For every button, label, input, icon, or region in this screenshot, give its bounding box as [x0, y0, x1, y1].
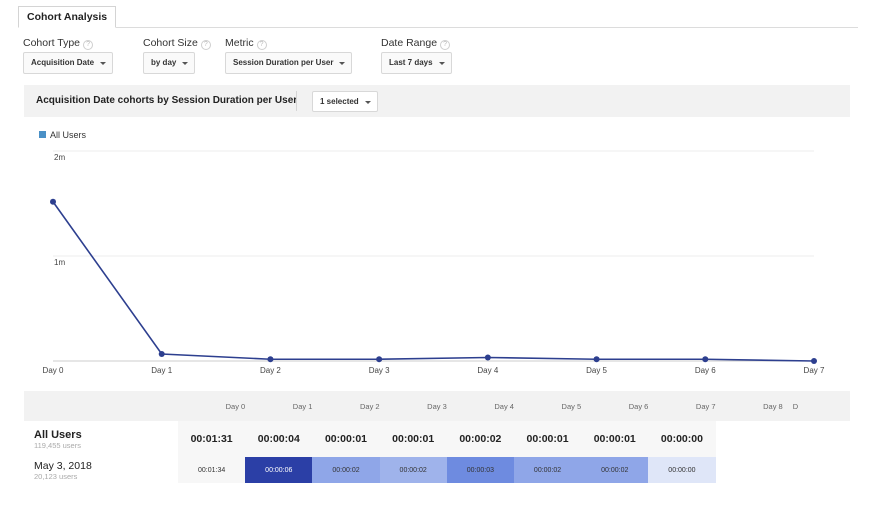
legend-label: All Users — [50, 130, 87, 140]
data-point — [702, 356, 709, 363]
row-name: May 3, 2018 — [34, 459, 92, 472]
table-cell: 00:00:01 — [513, 421, 582, 457]
date-range-label: Date Range? — [381, 36, 451, 50]
table-cell: 00:00:04 — [245, 421, 313, 457]
x-tick-label: Day 2 — [260, 366, 281, 375]
column-header: Day 4 — [446, 391, 514, 421]
table-cell: 00:00:01 — [312, 421, 380, 457]
table-cell: 00:00:00 — [648, 421, 716, 457]
chart-panel: Acquisition Date cohorts by Session Dura… — [24, 85, 850, 381]
metric-dropdown[interactable]: Session Duration per User — [225, 52, 353, 74]
help-icon[interactable]: ? — [256, 40, 267, 50]
table-header-row: Day 0 Day 1 Day 2 Day 3 Day 4 Day 5 Day 6 Day 7… — [24, 391, 850, 421]
table-cell: 00:01:34 — [178, 457, 246, 483]
tab-bar: Cohort Analysis — [18, 6, 858, 28]
x-tick-label: Day 4 — [477, 366, 498, 375]
panel-header: Acquisition Date cohorts by Session Dura… — [24, 85, 850, 117]
data-point — [593, 356, 600, 363]
row-name: All Users — [34, 428, 82, 441]
column-header: Day 5 — [513, 391, 582, 421]
panel-title: Acquisition Date cohorts by Session Dura… — [36, 95, 298, 106]
data-point — [811, 358, 817, 364]
x-tick-label: Day 7 — [804, 366, 825, 375]
table-cell: 00:00:03 — [446, 457, 514, 483]
table-cell: 00:00:02 — [446, 421, 514, 457]
table-row[interactable]: May 3, 2018 20,123 users 00:01:34 00:00:0… — [24, 457, 850, 483]
table-cell: 00:00:01 — [581, 421, 649, 457]
table-row[interactable]: All Users 119,455 users 00:01:31 00:00:04… — [24, 421, 850, 457]
header-corner — [24, 391, 179, 421]
line-chart: 1m 2m Day 0 Day 1 Day 2 Day 3 Day 4 Day 5 Day 6 D… — [43, 150, 825, 375]
column-header: Day 7 — [648, 391, 716, 421]
chevron-down-icon — [438, 62, 445, 65]
cohort-type-label: Cohort Type? — [23, 36, 94, 50]
date-range-dropdown[interactable]: Last 7 days — [381, 52, 452, 74]
cohort-type-control: Cohort Type? Acquisition Date — [23, 36, 114, 74]
x-tick-label: Day 5 — [586, 366, 607, 375]
table-cell: 00:00:00 — [648, 457, 716, 483]
y-tick-label: 2m — [54, 153, 65, 162]
table-cell — [715, 421, 783, 457]
x-tick-label: Day 0 — [43, 366, 64, 375]
cohort-size-label: Cohort Size? — [143, 36, 211, 50]
y-tick-label: 1m — [54, 258, 65, 267]
column-header: Day 6 — [581, 391, 649, 421]
row-label: May 3, 2018 20,123 users — [24, 457, 178, 483]
data-point — [158, 351, 165, 357]
table-cell: 00:00:02 — [312, 457, 380, 483]
x-tick-label: Day 6 — [695, 366, 716, 375]
tab-cohort-analysis[interactable]: Cohort Analysis — [18, 6, 117, 28]
table-cell: 00:00:02 — [379, 457, 447, 483]
cohort-selector-dropdown[interactable]: 1 selected — [312, 91, 378, 112]
date-range-control: Date Range? Last 7 days — [381, 36, 452, 74]
x-tick-label: Day 1 — [151, 366, 172, 375]
column-header: Day 3 — [379, 391, 447, 421]
table-cell: 00:00:02 — [581, 457, 649, 483]
data-point — [50, 198, 56, 205]
series-line — [52, 201, 815, 362]
chevron-down-icon — [182, 62, 189, 65]
help-icon[interactable]: ? — [200, 40, 211, 50]
table-cell: 00:01:31 — [178, 421, 246, 457]
cohort-size-control: Cohort Size? by day — [143, 36, 211, 74]
row-label: All Users 119,455 users — [24, 421, 178, 457]
column-header: Day 8 — [715, 391, 783, 421]
cohort-size-dropdown[interactable]: by day — [143, 52, 196, 74]
data-point — [376, 356, 383, 363]
legend-swatch — [39, 131, 46, 138]
metric-control: Metric? Session Duration per User — [225, 36, 353, 74]
table-cell — [782, 457, 850, 483]
help-icon[interactable]: ? — [440, 40, 451, 50]
table-cell — [782, 421, 850, 457]
table-cell: 00:00:06 — [245, 457, 313, 483]
column-header: Day 0 — [178, 391, 246, 421]
chevron-down-icon — [364, 101, 371, 104]
data-point — [484, 354, 491, 361]
chart-legend: All Users — [39, 129, 86, 141]
help-icon[interactable]: ? — [83, 40, 94, 50]
cohort-type-dropdown[interactable]: Acquisition Date — [23, 52, 114, 74]
column-header: Day 2 — [312, 391, 380, 421]
column-header: D — [782, 391, 850, 421]
metric-label: Metric? — [225, 36, 267, 50]
cohort-table: Day 0 Day 1 Day 2 Day 3 Day 4 Day 5 Day 6 Day 7… — [24, 391, 850, 483]
table-cell — [715, 457, 783, 483]
divider — [296, 91, 297, 111]
chevron-down-icon — [100, 62, 107, 65]
chevron-down-icon — [339, 62, 346, 65]
table-cell: 00:00:01 — [379, 421, 447, 457]
row-users: 119,455 users — [34, 440, 81, 450]
row-users: 20,123 users — [34, 471, 78, 481]
column-header: Day 1 — [245, 391, 313, 421]
table-cell: 00:00:02 — [513, 457, 582, 483]
x-tick-label: Day 3 — [369, 366, 390, 375]
data-point — [267, 356, 274, 363]
